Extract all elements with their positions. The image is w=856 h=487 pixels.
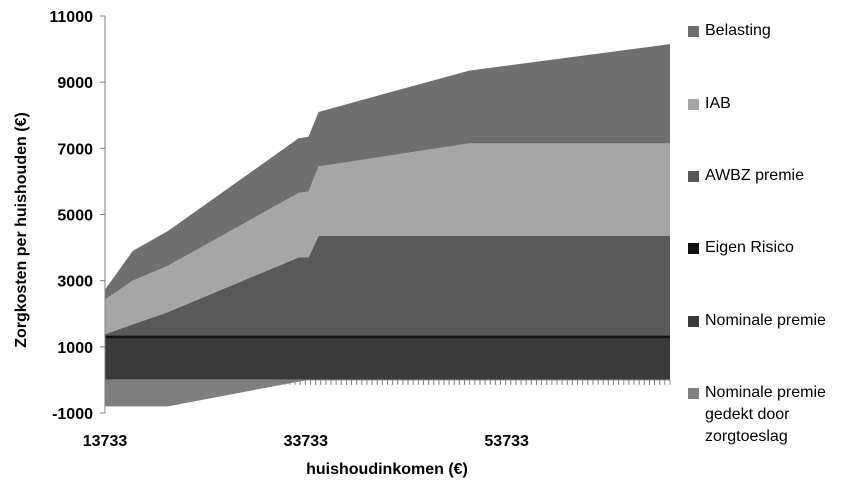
x-tick-label: 13733	[83, 433, 128, 450]
y-axis-label: Zorgkosten per huishouden (€)	[13, 112, 30, 348]
legend-label: Belasting	[705, 22, 771, 39]
y-tick-label: 3000	[57, 274, 93, 291]
legend-swatch	[688, 388, 699, 399]
y-tick-label: 7000	[57, 141, 93, 158]
x-axis-label: huishoudinkomen (€)	[306, 461, 468, 478]
y-tick-label: 11000	[49, 9, 93, 26]
legend-swatch	[688, 99, 699, 110]
chart-legend: Belasting IAB AWBZ premie Eigen Risico Nomin…	[688, 0, 856, 482]
legend-swatch	[688, 316, 699, 327]
y-tick-label: 1000	[57, 340, 93, 357]
legend-item: IAB	[688, 93, 855, 115]
tick-labels: 11000 9000 7000 5000 3000 1000 -1000 13733 33733…	[49, 9, 529, 450]
area-nominale-premie-gedekt-door-zorgtoeslag	[105, 379, 670, 407]
area-belasting	[105, 44, 670, 300]
legend-label: Eigen Risico	[705, 239, 794, 256]
stacked-area-layers	[105, 44, 670, 407]
legend-label: IAB	[705, 95, 731, 112]
axes	[100, 15, 671, 414]
legend-swatch	[688, 243, 699, 254]
y-tick-label: 5000	[57, 208, 93, 225]
legend-item: Eigen Risico	[688, 237, 855, 259]
area-iab	[105, 143, 670, 335]
legend-item: Nominale premie	[688, 310, 855, 332]
legend-item: Nominale premie gedekt door zorgtoeslag	[688, 382, 855, 448]
legend-item: AWBZ premie	[688, 165, 855, 187]
area-eigen-risico	[105, 335, 670, 339]
area-awbz-premie	[105, 236, 670, 336]
legend-swatch	[688, 171, 699, 182]
area-nominale-premie	[105, 338, 670, 380]
legend-label: Nominale premie gedekt door zorgtoeslag	[705, 384, 826, 445]
legend-label: AWBZ premie	[705, 167, 804, 184]
legend-item: Belasting	[688, 20, 855, 42]
x-tick-label: 53733	[484, 433, 529, 450]
legend-swatch	[688, 26, 699, 37]
x-tick-label: 33733	[284, 433, 329, 450]
y-tick-label: 9000	[57, 75, 93, 92]
y-tick-label: -1000	[52, 406, 93, 423]
legend-label: Nominale premie	[705, 312, 826, 329]
